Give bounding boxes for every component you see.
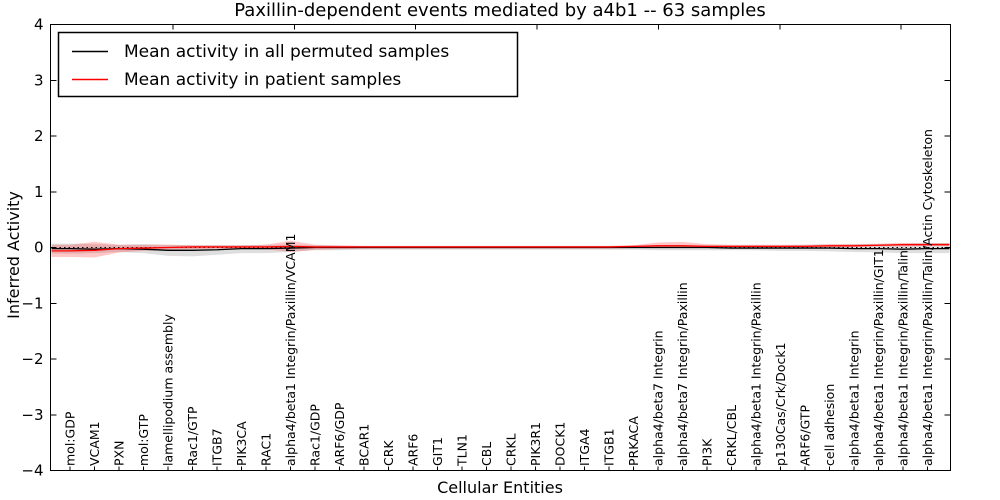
x-category-label: CRKL/CBL <box>724 405 739 466</box>
x-category-label: DOCK1 <box>553 422 568 466</box>
x-category-label: TLN1 <box>455 434 470 467</box>
x-category-label: alpha4/beta1 Integrin <box>847 330 862 466</box>
y-tick-label: 3 <box>34 71 44 89</box>
legend: Mean activity in all permuted samples Me… <box>57 31 519 98</box>
x-category-label: lamellipodium assembly <box>161 314 176 466</box>
y-tick-label: −3 <box>21 406 43 424</box>
legend-box <box>57 31 519 98</box>
x-category-label: mol:GDP <box>63 411 78 466</box>
chart-title: Paxillin-dependent events mediated by a4… <box>234 0 765 21</box>
mean-activity-lines <box>51 244 950 252</box>
x-category-label: alpha4/beta1 Integrin/Paxillin <box>749 282 764 466</box>
x-category-label: alpha4/beta7 Integrin <box>651 330 666 466</box>
x-category-label: PRKACA <box>626 416 641 466</box>
x-category-label: BCAR1 <box>357 424 372 466</box>
x-category-label: PXN <box>112 441 127 466</box>
x-category-label: ARF6/GTP <box>798 405 813 466</box>
x-category-label: RAC1 <box>259 433 274 466</box>
x-category-label: alpha4/beta1 Integrin/Paxillin/GIT1 <box>871 249 886 466</box>
x-category-label: ITGB7 <box>210 428 225 466</box>
x-category-label: PI3K <box>700 438 715 466</box>
x-category-label: p130Cas/Crk/Dock1 <box>773 342 788 466</box>
x-category-label: ITGB1 <box>602 428 617 466</box>
x-category-label: ARF6/GDP <box>332 402 347 466</box>
x-category-label: alpha4/beta1 Integrin/Paxillin/VCAM1 <box>283 234 298 466</box>
x-category-label: ITGA4 <box>577 428 592 466</box>
y-tick-label: −1 <box>21 294 43 312</box>
patient-mean-line <box>51 244 950 252</box>
y-tick-labels: −4 −3 −2 −1 0 1 2 3 4 <box>21 16 43 480</box>
x-axis-label: Cellular Entities <box>437 478 563 497</box>
confidence-bands <box>51 240 950 258</box>
x-category-labels: mol:GDP VCAM1 PXN mol:GTP lamellipodium asse… <box>63 129 936 467</box>
x-category-label: CRKL <box>504 433 519 466</box>
y-tick-label: 4 <box>34 16 44 34</box>
x-category-label: alpha4/beta7 Integrin/Paxillin <box>675 282 690 466</box>
x-category-label: CBL <box>479 442 494 466</box>
y-tick-label: −2 <box>21 350 43 368</box>
y-tick-label: −4 <box>21 462 43 480</box>
x-category-label: mol:GTP <box>136 414 151 466</box>
x-category-label: VCAM1 <box>87 421 102 466</box>
y-axis-label: Inferred Activity <box>4 191 23 319</box>
x-category-label: Rac1/GDP <box>308 404 323 466</box>
x-category-label: alpha4/beta1 Integrin/Paxillin/Talin <box>896 250 911 466</box>
y-tick-label: 2 <box>34 127 44 145</box>
x-category-label: Rac1/GTP <box>185 406 200 466</box>
x-category-label: cell adhesion <box>822 384 837 466</box>
x-category-label: GIT1 <box>430 437 445 466</box>
x-category-label: alpha4/beta1 Integrin/Paxillin/Talin/Act… <box>920 129 935 466</box>
x-category-label: ARF6 <box>406 434 421 466</box>
y-tick-label: 0 <box>34 239 44 257</box>
x-category-label: PIK3CA <box>234 421 249 466</box>
x-category-label: PIK3R1 <box>528 422 543 466</box>
patient-band <box>51 240 950 258</box>
legend-label-permuted: Mean activity in all permuted samples <box>124 42 449 62</box>
x-category-label: CRK <box>381 440 396 466</box>
axis-ticks <box>50 24 951 471</box>
y-tick-label: 1 <box>34 183 44 201</box>
legend-label-patient: Mean activity in patient samples <box>124 70 401 90</box>
